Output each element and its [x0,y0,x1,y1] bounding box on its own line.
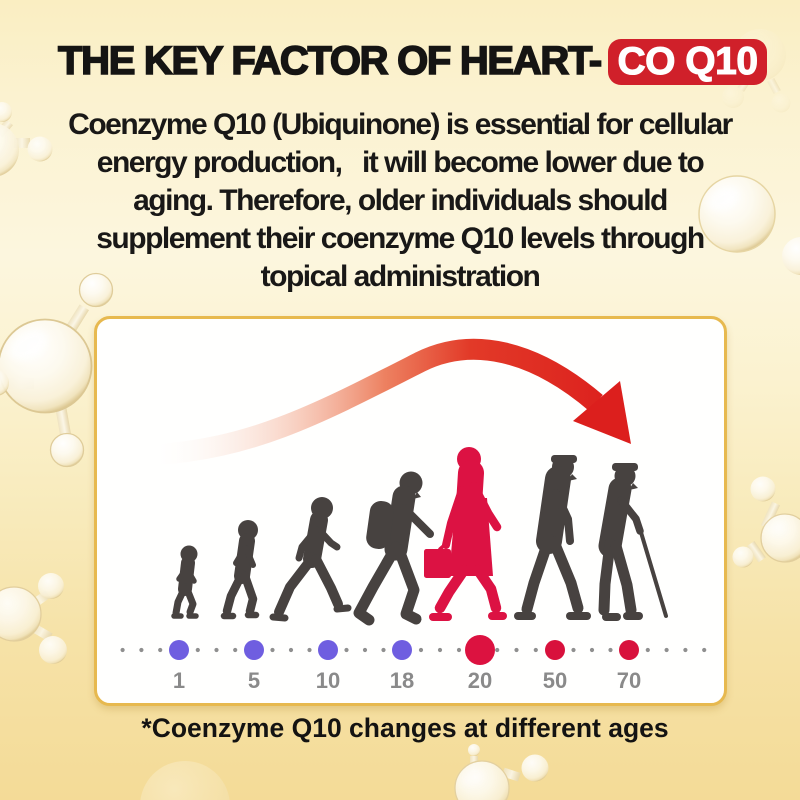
svg-text:20: 20 [468,668,492,693]
svg-text:50: 50 [543,668,567,693]
svg-text:1: 1 [173,668,185,693]
svg-text:18: 18 [390,668,414,693]
svg-text:10: 10 [316,668,340,693]
svg-text:5: 5 [248,668,260,693]
svg-text:70: 70 [617,668,641,693]
